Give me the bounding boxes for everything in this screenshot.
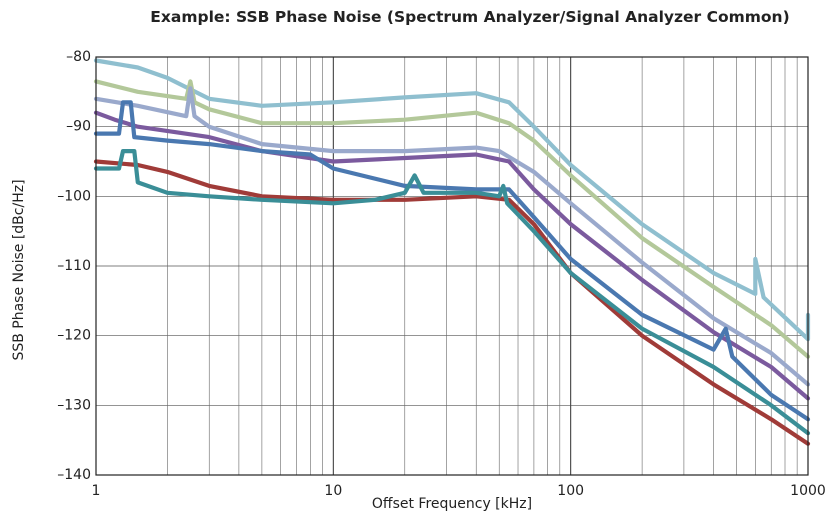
y-tick-label: –130 [57, 397, 91, 413]
series-line-3 [93, 86, 811, 387]
y-tick-label: –100 [57, 188, 91, 204]
x-tick-label: 100 [557, 483, 584, 499]
series-line-4 [93, 110, 811, 401]
x-axis-label: Offset Frequency [kHz] [371, 496, 533, 512]
chart-title: Example: SSB Phase Noise (Spectrum Analy… [150, 8, 790, 26]
series-line-1 [93, 58, 811, 342]
series-line-6 [93, 159, 811, 446]
y-tick-label: –140 [57, 467, 91, 483]
x-tick-label: 1000 [790, 483, 826, 499]
x-tick-label: 10 [324, 483, 342, 499]
y-tick-label: –80 [66, 49, 91, 65]
series-line-7 [93, 149, 811, 436]
y-tick-label: –90 [66, 119, 91, 135]
y-tick-label: –120 [57, 328, 91, 344]
plot-area-frame [95, 56, 809, 476]
x-tick-label: 1 [92, 483, 101, 499]
y-tick-label: –110 [57, 258, 91, 274]
series-layer [93, 58, 811, 446]
series-line-5 [93, 100, 811, 422]
